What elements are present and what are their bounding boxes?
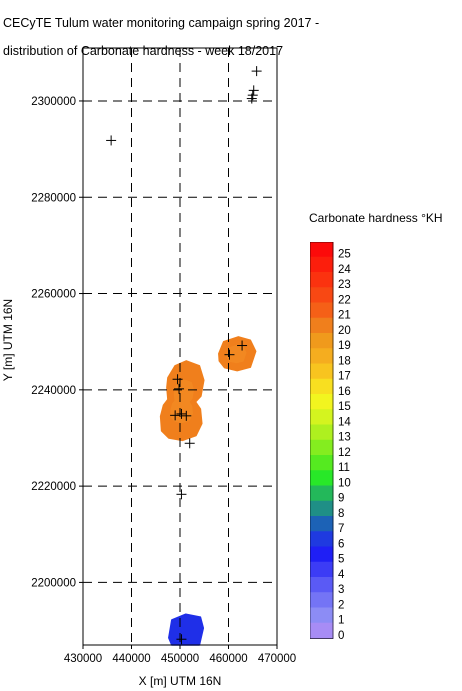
chart-title-line-1: CECyTE Tulum water monitoring campaign s… <box>3 16 320 30</box>
hardness-zone-3 <box>168 613 205 646</box>
legend-swatch-1 <box>310 607 334 624</box>
legend-swatch-2 <box>310 592 334 609</box>
hardness-zone-core-1 <box>226 344 247 364</box>
legend-swatch-15 <box>310 394 334 411</box>
legend-label-4: 4 <box>338 569 345 581</box>
y-tick-label: 2200000 <box>31 577 76 589</box>
legend-label-3: 3 <box>338 584 344 596</box>
legend-swatch-22 <box>310 287 334 304</box>
y-tick-label: 2260000 <box>31 289 76 301</box>
sample-point-marker <box>251 66 262 77</box>
chart-plot-area: 430000 440000 450000 460000 470000 220000022… <box>1 47 296 688</box>
chart-title: CECyTE Tulum water monitoring campaign s… <box>3 2 319 72</box>
legend-swatch-9 <box>310 485 334 502</box>
legend-swatch-5 <box>310 546 334 563</box>
legend-swatch-13 <box>310 424 334 441</box>
legend-swatch-8 <box>310 500 334 517</box>
y-axis-label: Y [m] UTM 16N <box>1 299 15 381</box>
y-tick-label: 2240000 <box>31 385 76 397</box>
legend-label-15: 15 <box>338 401 351 413</box>
legend-label-9: 9 <box>338 493 344 505</box>
legend-label-10: 10 <box>338 477 351 489</box>
sample-point-marker <box>170 410 181 421</box>
legend-label-17: 17 <box>338 371 351 383</box>
legend-swatch-24 <box>310 256 334 273</box>
legend-title: Carbonate hardness °KH <box>309 211 443 225</box>
sample-points <box>106 66 262 645</box>
legend-swatch-12 <box>310 439 334 456</box>
legend-label-14: 14 <box>338 416 351 428</box>
legend-label-16: 16 <box>338 386 351 398</box>
legend-label-2: 2 <box>338 599 344 611</box>
hardness-zones <box>159 336 257 646</box>
legend-swatch-20 <box>310 317 334 334</box>
legend-label-19: 19 <box>338 340 351 352</box>
legend-label-20: 20 <box>338 325 351 337</box>
sample-point-marker <box>174 383 185 394</box>
legend-swatch-16 <box>310 378 334 395</box>
legend-swatch-23 <box>310 272 334 289</box>
legend-label-25: 25 <box>338 249 351 261</box>
x-tick-label: 470000 <box>258 653 296 665</box>
legend-frame <box>310 242 334 639</box>
sample-point-marker <box>176 634 187 645</box>
x-tick-label: 450000 <box>161 653 199 665</box>
legend-swatch-11 <box>310 455 334 472</box>
sample-point-marker <box>172 374 183 385</box>
legend-swatch-21 <box>310 302 334 319</box>
x-axis-ticks: 430000 440000 450000 460000 470000 <box>64 645 296 665</box>
sample-point-marker <box>176 489 187 500</box>
y-tick-label: 2220000 <box>31 481 76 493</box>
y-tick-label: 2280000 <box>31 192 76 204</box>
sample-point-marker <box>181 410 192 421</box>
sample-point-marker <box>248 85 259 96</box>
x-axis-label: X [m] UTM 16N <box>139 674 222 688</box>
sample-point-marker <box>184 438 195 449</box>
y-tick-label: 2300000 <box>31 96 76 108</box>
legend-swatch-19 <box>310 333 334 350</box>
x-tick-label: 460000 <box>209 653 247 665</box>
sample-point-marker <box>106 135 117 146</box>
hardness-zone-2 <box>159 360 205 442</box>
x-tick-label: 430000 <box>64 653 102 665</box>
legend-swatch-4 <box>310 561 334 578</box>
legend-label-1: 1 <box>338 615 344 627</box>
grid-lines <box>83 48 277 645</box>
legend-label-21: 21 <box>338 310 351 322</box>
legend-label-8: 8 <box>338 508 344 520</box>
x-tick-label: 440000 <box>112 653 150 665</box>
sample-point-marker <box>176 408 187 419</box>
y-axis-ticks: 2200000 2220000 2240000 2260000 2280000 23000… <box>31 96 83 589</box>
legend-swatch-7 <box>310 516 334 533</box>
legend-label-18: 18 <box>338 355 351 367</box>
legend-swatch-18 <box>310 348 334 365</box>
legend-label-11: 11 <box>338 462 350 474</box>
legend-label-7: 7 <box>338 523 344 535</box>
legend-swatch-17 <box>310 363 334 380</box>
sample-point-marker <box>246 93 257 104</box>
legend-swatch-3 <box>310 577 334 594</box>
sample-point-marker <box>224 349 235 360</box>
legend-swatch-25 <box>310 242 334 258</box>
legend-swatch-10 <box>310 470 334 487</box>
legend-label-13: 13 <box>338 432 351 444</box>
legend-label-6: 6 <box>338 538 344 550</box>
legend-label-22: 22 <box>338 294 351 306</box>
legend-swatch-0 <box>310 622 334 639</box>
legend-swatch-6 <box>310 531 334 548</box>
sample-point-marker <box>237 340 248 351</box>
legend-label-0: 0 <box>338 630 344 642</box>
legend-label-12: 12 <box>338 447 351 459</box>
legend-label-24: 24 <box>338 264 351 276</box>
color-legend: 2524232221201918171615141312111098765432… <box>310 242 351 642</box>
legend-swatch-14 <box>310 409 334 426</box>
legend-label-5: 5 <box>338 554 344 566</box>
legend-label-23: 23 <box>338 279 351 291</box>
